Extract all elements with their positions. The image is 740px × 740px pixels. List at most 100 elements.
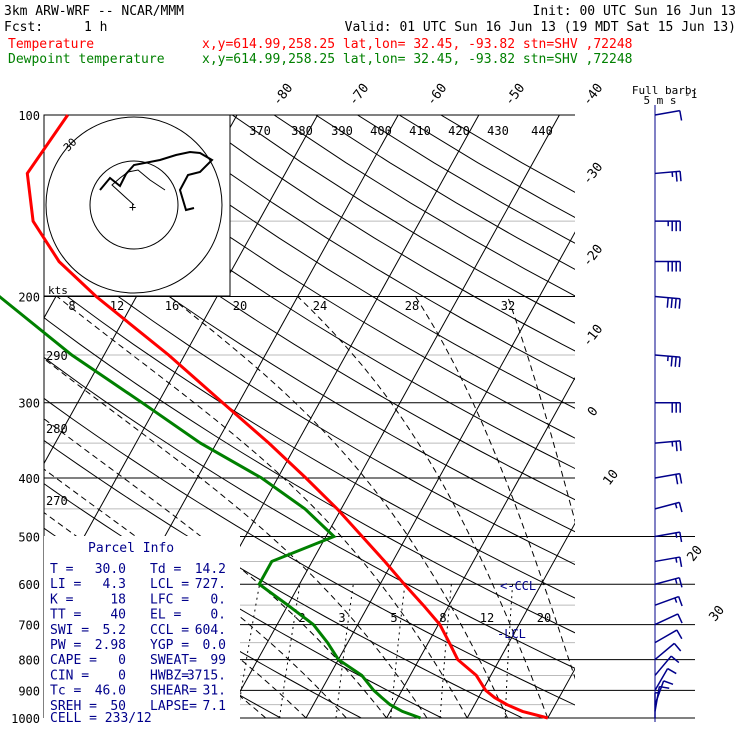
dry-adiabat (232, 115, 575, 324)
mixing-ratio-line (335, 584, 354, 718)
mixing-ratio-line (439, 584, 452, 718)
dry-adiabat (148, 115, 575, 380)
pressure-label-900: 900 (18, 684, 40, 698)
hodograph-center-mark: + (129, 200, 136, 214)
hodograph-trace (99, 150, 214, 212)
dry-adiabat (106, 115, 575, 409)
ccl-marker: <-CCL (500, 579, 536, 593)
mixing-ratio-line (390, 584, 406, 718)
mixing-ratio-label: 3 (338, 611, 345, 625)
hodograph-inner-ring (89, 160, 179, 250)
pressure-label-300: 300 (18, 397, 40, 411)
wind-barb (654, 531, 683, 543)
wind-barb (654, 642, 682, 661)
isotherm-line (44, 115, 319, 610)
moist-adiabat (169, 296, 508, 718)
parcel-label-b: SWEAT= (150, 653, 197, 668)
wind-barb (654, 629, 683, 644)
mixing-ratio-label: 20 (537, 611, 551, 625)
barb-legend-line2: 5 m s (643, 94, 676, 107)
theta-label: 290 (46, 349, 68, 363)
wind-barb (654, 440, 682, 452)
parcel-label-b: HWBZ= (150, 668, 189, 683)
theta-label: 280 (46, 422, 68, 436)
parcel-label-b: CCL = (150, 623, 189, 638)
model-title: 3km ARW-WRF -- NCAR/MMM (4, 4, 184, 19)
isotherm-label: -10 (580, 322, 606, 350)
dry-adiabat (315, 115, 575, 270)
init-time: Init: 00 UTC Sun 16 Jun 13 (533, 4, 737, 19)
moist-adiabat (44, 468, 347, 718)
moist-adiabat (414, 296, 575, 680)
isotherm-label: -40 (580, 81, 606, 109)
isotherm-line (305, 231, 575, 718)
hodograph: 30 kts + (43, 114, 231, 297)
dry-adiabat (44, 278, 575, 599)
temperature-profile-line (25, 114, 549, 720)
parcel-label-b: LAPSE= (150, 699, 197, 714)
pressure-label-500: 500 (18, 530, 40, 544)
hodograph-storm-trace (111, 169, 166, 206)
dry-adiabat (44, 356, 575, 669)
theta-e-label: 410 (409, 124, 431, 138)
dry-adiabat (44, 317, 575, 634)
parcel-label-a: T = (50, 562, 74, 577)
wind-barb (654, 170, 682, 182)
parcel-value-b: 0. (210, 592, 226, 607)
parcel-info-panel: Parcel Info CELL = 233/12 T = 30.0 Td = 14.… (44, 536, 240, 726)
valid-time: Valid: 01 UTC Sun 16 Jun 13 (19 MDT Sat … (345, 20, 736, 35)
wind-barb (654, 655, 680, 676)
mixing-ratio-line (504, 584, 514, 718)
pressure-label-700: 700 (18, 619, 40, 633)
wind-barb (654, 109, 683, 121)
parcel-label-a: TT = (50, 608, 81, 623)
moist-adiabat (44, 358, 428, 718)
wind-barb (655, 260, 681, 272)
parcel-value-b: 727. (195, 577, 226, 592)
speed-tick-label: 24 (313, 299, 327, 313)
wind-barb (655, 220, 681, 232)
moist-adiabat (56, 296, 468, 718)
parcel-value-a: 50 (110, 699, 126, 714)
pressure-label-200: 200 (18, 291, 40, 305)
lcl-marker: -LCL (497, 627, 526, 641)
wind-barb (655, 401, 681, 413)
parcel-info-background (44, 536, 240, 722)
parcel-label-b: LFC = (150, 592, 189, 607)
legend-temperature-info: x,y=614.99,258.25 lat,lon= 32.45, -93.82… (202, 37, 632, 52)
parcel-label-a: K = (50, 592, 74, 607)
isotherm-line (466, 522, 575, 718)
parcel-value-a: 0 (118, 668, 126, 683)
legend-dewpoint-info: x,y=614.99,258.25 lat,lon= 32.45, -93.82… (202, 52, 632, 67)
isotherm-label: 20 (685, 543, 706, 565)
isotherm-line (224, 115, 560, 718)
isotherm-label: -70 (346, 81, 372, 109)
pressure-label-800: 800 (18, 654, 40, 668)
parcel-label-a: Tc = (50, 684, 81, 699)
pressure-label-400: 400 (18, 472, 40, 486)
parcel-value-b: 0. (210, 608, 226, 623)
parcel-value-b: 0.0 (203, 638, 226, 653)
wind-barb (654, 667, 677, 691)
barb-legend: Full barb: 5 m s -1 (632, 84, 698, 107)
parcel-label-b: YGP = (150, 638, 189, 653)
moist-adiabat (297, 296, 549, 718)
speed-tick-label: 20 (233, 299, 247, 313)
wind-barb (654, 295, 681, 309)
wind-barb (654, 354, 681, 368)
parcel-value-b: 14.2 (195, 562, 226, 577)
isotherm-label: -30 (580, 160, 606, 188)
parcel-value-a: 0 (118, 653, 126, 668)
dry-adiabat (44, 130, 575, 470)
wind-barb (654, 501, 683, 513)
theta-e-label: 430 (487, 124, 509, 138)
barb-legend-line1: Full barb: (632, 84, 698, 97)
parcel-label-a: SREH = (50, 699, 97, 714)
wind-barb (654, 556, 683, 568)
header: 3km ARW-WRF -- NCAR/MMM Init: 00 UTC Sun… (4, 4, 736, 67)
wind-barb (654, 595, 683, 607)
mixing-ratio-line (279, 584, 301, 718)
dry-adiabat (440, 115, 575, 193)
isotherm-label: 30 (707, 603, 728, 625)
isotherm-line (709, 115, 740, 718)
